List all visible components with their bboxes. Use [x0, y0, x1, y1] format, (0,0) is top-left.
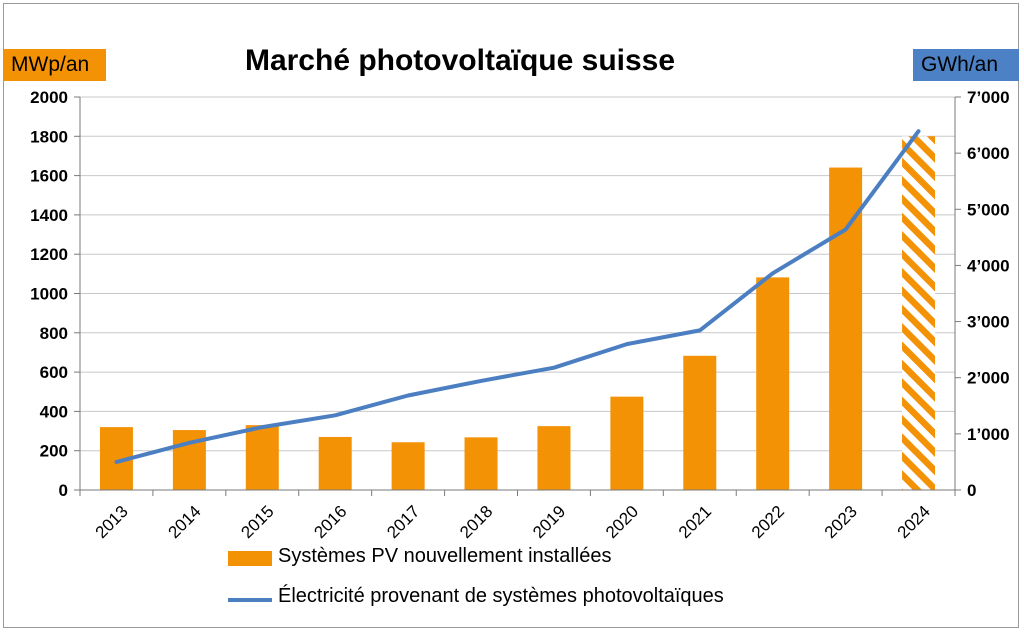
bar-2015 [245, 425, 279, 490]
x-axis-label-2023: 2023 [821, 502, 861, 542]
bar-2020 [610, 396, 644, 490]
right-axis-tick-label: 7’000 [967, 88, 1010, 107]
left-axis-tick-label: 400 [40, 402, 68, 421]
x-axis-label-2016: 2016 [310, 502, 350, 542]
legend-swatch-bars [228, 551, 272, 566]
legend-label-bars: Systèmes PV nouvellement installées [278, 545, 612, 567]
left-axis-tick-label: 1800 [30, 127, 68, 146]
legend-swatch-line [228, 598, 272, 602]
right-axis-tick-label: 1’000 [967, 425, 1010, 444]
bar-2022 [756, 277, 790, 490]
left-axis-tick-label: 1600 [30, 167, 68, 186]
left-axis-unit-label: MWp/an [3, 49, 106, 81]
bar-2021 [683, 355, 717, 490]
left-axis-tick-label: 1200 [30, 245, 68, 264]
legend-label-line: Électricité provenant de systèmes photov… [278, 585, 724, 607]
right-axis-tick-label: 0 [967, 481, 976, 500]
bar-2018 [464, 437, 498, 490]
bar-2023 [829, 167, 863, 490]
left-axis-tick-label: 600 [40, 363, 68, 382]
x-axis-label-2019: 2019 [529, 502, 569, 542]
left-axis-tick-label: 0 [59, 481, 68, 500]
x-axis-label-2017: 2017 [383, 502, 423, 542]
bar-2017 [391, 442, 425, 490]
right-axis-tick-label: 3’000 [967, 313, 1010, 332]
right-axis-unit-label: GWh/an [913, 49, 1019, 81]
electricity-line [114, 129, 921, 464]
x-axis-label-2024: 2024 [894, 502, 934, 542]
right-axis-tick-label: 5’000 [967, 200, 1010, 219]
right-axis-tick-label: 2’000 [967, 369, 1010, 388]
x-axis-label-2022: 2022 [748, 502, 788, 542]
x-axis-label-2015: 2015 [237, 502, 277, 542]
chart-title: Marché photovoltaïque suisse [244, 44, 676, 77]
bar-2019 [537, 426, 571, 490]
left-axis-tick-label: 1000 [30, 285, 68, 304]
x-axis-label-2021: 2021 [675, 502, 715, 542]
bar-2016 [318, 436, 352, 490]
x-axis-label-2018: 2018 [456, 502, 496, 542]
x-axis-label-2013: 2013 [92, 502, 132, 542]
left-axis-tick-label: 800 [40, 324, 68, 343]
right-axis-tick-label: 6’000 [967, 144, 1010, 163]
x-axis-label-2020: 2020 [602, 502, 642, 542]
left-axis-tick-label: 2000 [30, 88, 68, 107]
right-axis-tick-label: 4’000 [967, 256, 1010, 275]
left-axis-tick-label: 1400 [30, 206, 68, 225]
left-axis-tick-label: 200 [40, 442, 68, 461]
bar-2024 [902, 136, 936, 491]
x-axis-label-2014: 2014 [165, 502, 205, 542]
